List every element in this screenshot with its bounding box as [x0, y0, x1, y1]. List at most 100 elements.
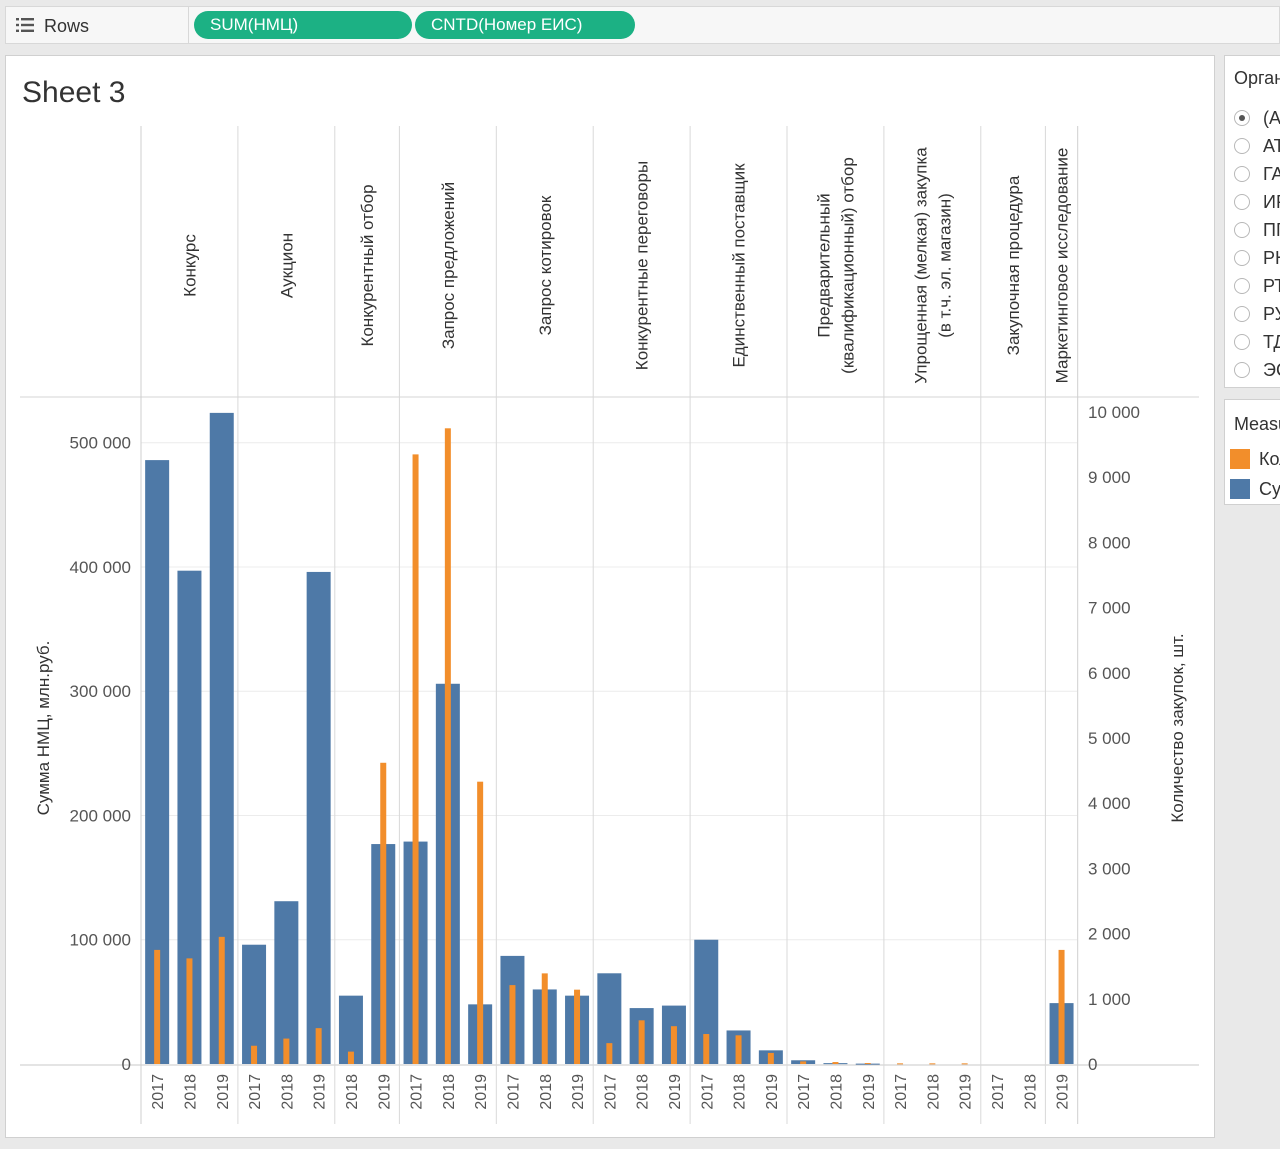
filter-option[interactable]: ТД — [1234, 332, 1280, 354]
year-tick-label: 2017 — [796, 1074, 813, 1110]
left-axis-tick-label: 100 000 — [70, 931, 131, 950]
year-tick-label: 2019 — [215, 1074, 232, 1110]
filter-option[interactable]: РТ — [1234, 276, 1280, 298]
radio-button-icon[interactable] — [1234, 110, 1250, 126]
left-axis-tick-label: 400 000 — [70, 558, 131, 577]
radio-button-icon[interactable] — [1234, 362, 1250, 378]
count-bar — [800, 1061, 807, 1064]
filter-option[interactable]: ИР — [1234, 192, 1280, 214]
filter-option[interactable]: ПГ — [1234, 220, 1280, 242]
count-bar — [218, 936, 225, 1064]
group-header-label: Закупочная процедура — [1004, 175, 1023, 355]
count-bar — [154, 949, 161, 1064]
count-bar — [961, 1063, 968, 1065]
count-bar — [186, 958, 193, 1064]
count-bar — [606, 1043, 613, 1064]
count-bar — [767, 1052, 774, 1064]
group-header-label: Запрос котировок — [536, 195, 555, 335]
filter-option[interactable]: ГА — [1234, 164, 1280, 186]
year-tick-label: 2017 — [247, 1074, 264, 1110]
count-bar — [444, 428, 451, 1064]
right-axis-tick-label: 5 000 — [1088, 729, 1131, 748]
radio-button-icon[interactable] — [1234, 166, 1250, 182]
radio-button-icon[interactable] — [1234, 278, 1250, 294]
year-tick-label: 2017 — [602, 1074, 619, 1110]
legend-item[interactable]: Сумма НМЦ, млн.руб. — [1230, 479, 1280, 501]
legend-swatch — [1230, 449, 1250, 469]
count-bar — [897, 1063, 904, 1065]
count-bar — [703, 1034, 710, 1064]
filter-option[interactable]: АТ — [1234, 136, 1280, 158]
cntd-eis-pill[interactable]: CNTD(Номер ЕИС) — [415, 11, 635, 39]
count-bar — [670, 1026, 677, 1064]
year-tick-label: 2018 — [732, 1074, 749, 1110]
group-header-label: (квалификационный) отбор — [838, 157, 857, 374]
count-bar — [347, 1051, 354, 1064]
left-axis-tick-label: 300 000 — [70, 682, 131, 701]
filter-option-label: ГА — [1263, 164, 1280, 184]
filter-option-label: АТ — [1263, 136, 1280, 156]
year-tick-label: 2018 — [925, 1074, 942, 1110]
count-bar — [864, 1063, 871, 1065]
year-tick-label: 2017 — [409, 1074, 426, 1110]
sum-bar — [306, 571, 331, 1064]
radio-button-icon[interactable] — [1234, 194, 1250, 210]
legend-label: Сумма НМЦ, млн.руб. — [1259, 479, 1280, 499]
radio-button-icon[interactable] — [1234, 334, 1250, 350]
year-tick-label: 2017 — [505, 1074, 522, 1110]
count-bar — [1058, 949, 1065, 1064]
group-header-label: Конкурентные переговоры — [633, 161, 652, 370]
year-tick-label: 2018 — [828, 1074, 845, 1110]
year-tick-label: 2018 — [279, 1074, 296, 1110]
count-bar — [380, 762, 387, 1064]
count-bar — [477, 781, 484, 1064]
group-header-label: Конкурс — [180, 234, 199, 297]
filter-option-label: ТД — [1263, 332, 1280, 352]
right-axis-tick-label: 2 000 — [1088, 925, 1131, 944]
legend-item[interactable]: Количество закупок, шт. — [1230, 449, 1280, 471]
worksheet: Sheet 3 2017 2018 2019 Конкурс 2017 2018 2019 А… — [5, 55, 1215, 1138]
left-axis-tick-label: 0 — [122, 1055, 131, 1074]
radio-button-icon[interactable] — [1234, 138, 1250, 154]
rows-label: Rows — [44, 16, 90, 36]
right-axis-tick-label: 6 000 — [1088, 664, 1131, 683]
group-header-label: Предварительный — [814, 193, 833, 337]
right-axis-tick-label: 1 000 — [1088, 990, 1131, 1009]
filter-option[interactable]: РУ — [1234, 304, 1280, 326]
group-header-label: (в т.ч. эл. магазин) — [935, 193, 954, 338]
legend-title: Measure Names — [1234, 414, 1280, 434]
filter-option-label: (All) — [1263, 108, 1280, 128]
year-tick-label: 2018 — [182, 1074, 199, 1110]
right-axis-tick-label: 4 000 — [1088, 794, 1131, 813]
right-axis-tick-label: 7 000 — [1088, 599, 1131, 618]
count-bar — [541, 973, 548, 1064]
group-header-label: Конкурентный отбор — [358, 184, 377, 346]
radio-button-icon[interactable] — [1234, 222, 1250, 238]
filter-option[interactable]: РН — [1234, 248, 1280, 270]
year-tick-label: 2019 — [861, 1074, 878, 1110]
year-tick-label: 2018 — [441, 1074, 458, 1110]
group-header-label: Упрощенная (мелкая) закупка — [911, 147, 930, 384]
radio-button-icon[interactable] — [1234, 306, 1250, 322]
year-tick-label: 2018 — [538, 1074, 555, 1110]
group-header-label: Аукцион — [277, 233, 296, 298]
right-axis-tick-label: 9 000 — [1088, 468, 1131, 487]
group-header-label: Маркетинговое исследование — [1053, 148, 1072, 384]
filter-option-label: РН — [1263, 248, 1280, 268]
legend-label: Количество закупок, шт. — [1259, 449, 1280, 469]
year-tick-label: 2019 — [667, 1074, 684, 1110]
organization-filter: Организация (All) АТ ГА ИР ПГ РН РТ РУ ТД ЭС — [1224, 55, 1280, 388]
sum-nmc-pill[interactable]: SUM(НМЦ) — [194, 11, 412, 39]
year-tick-label: 2019 — [764, 1074, 781, 1110]
year-tick-label: 2017 — [699, 1074, 716, 1110]
rows-shelf-label: Rows — [6, 7, 189, 43]
year-tick-label: 2019 — [958, 1074, 975, 1110]
filter-option[interactable]: ЭС — [1234, 360, 1280, 382]
radio-button-icon[interactable] — [1234, 250, 1250, 266]
count-bar — [315, 1028, 322, 1064]
year-tick-label: 2019 — [376, 1074, 393, 1110]
count-bar — [412, 454, 419, 1064]
filter-option[interactable]: (All) — [1234, 108, 1280, 130]
filter-option-label: ПГ — [1263, 220, 1280, 240]
sheet-title: Sheet 3 — [22, 76, 126, 109]
